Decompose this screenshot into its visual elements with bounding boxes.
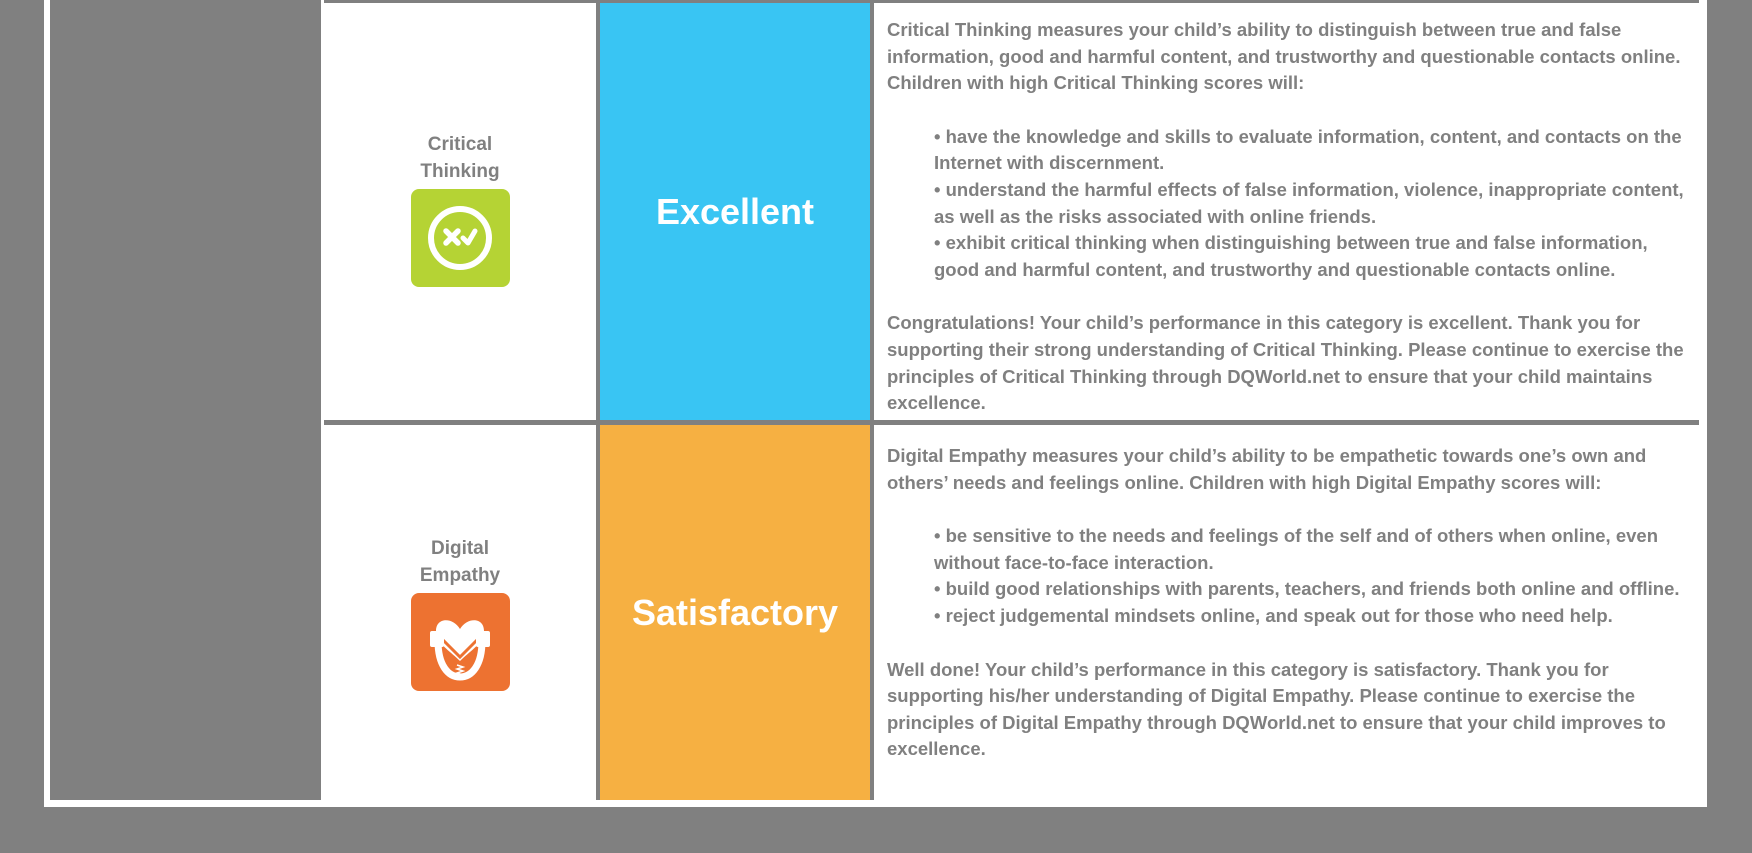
description-bullets: • be sensitive to the needs and feelings… [887,523,1687,629]
category-row-digital-empathy: Digital Empathy Satisfactory Digital Emp… [324,425,1699,800]
description-intro: Digital Empathy measures your child’s ab… [887,445,1647,493]
category-name-line-1: Digital [430,537,490,559]
rating-cell: Excellent [596,3,874,420]
rating-label: Satisfactory [631,591,839,633]
category-name: Digital Empathy [405,535,515,589]
heart-hands-icon [410,592,510,691]
description-cell: Critical Thinking measures your child’s … [887,3,1687,434]
bullet-item: • have the knowledge and skills to evalu… [934,125,1682,174]
bullet-item: • exhibit critical thinking when disting… [934,232,1648,280]
category-row-critical-thinking: Critical Thinking Excellent Critical Thi… [324,0,1699,425]
description-intro: Critical Thinking measures your child’s … [887,19,1681,94]
rating-cell: Satisfactory [596,425,874,800]
bullet-item: • understand the harmful effects of fals… [934,178,1684,227]
description-bullets: • have the knowledge and skills to evalu… [887,124,1687,284]
description-conclusion: Well done! Your child’s performance in t… [887,658,1666,760]
category-name-line-2: Empathy [419,564,501,586]
description-cell: Digital Empathy measures your child’s ab… [887,425,1687,818]
category-cell: Digital Empathy [324,425,596,800]
bullet-item: • be sensitive to the needs and feelings… [934,525,1659,573]
category-name-line-1: Critical [427,133,493,155]
description-conclusion: Congratulations! Your child’s performanc… [887,312,1684,414]
category-name-line-2: Thinking [420,160,500,182]
report-page: Critical Thinking Excellent Critical Thi… [44,0,1707,807]
left-sidebar-column [50,0,321,800]
category-cell: Critical Thinking [324,0,596,417]
cross-check-circle-icon [410,188,510,287]
bullet-item: • build good relationships with parents,… [934,578,1680,600]
category-name: Critical Thinking [405,131,515,185]
bullet-item: • reject judgemental mindsets online, an… [934,604,1613,626]
rating-label: Excellent [655,190,815,232]
